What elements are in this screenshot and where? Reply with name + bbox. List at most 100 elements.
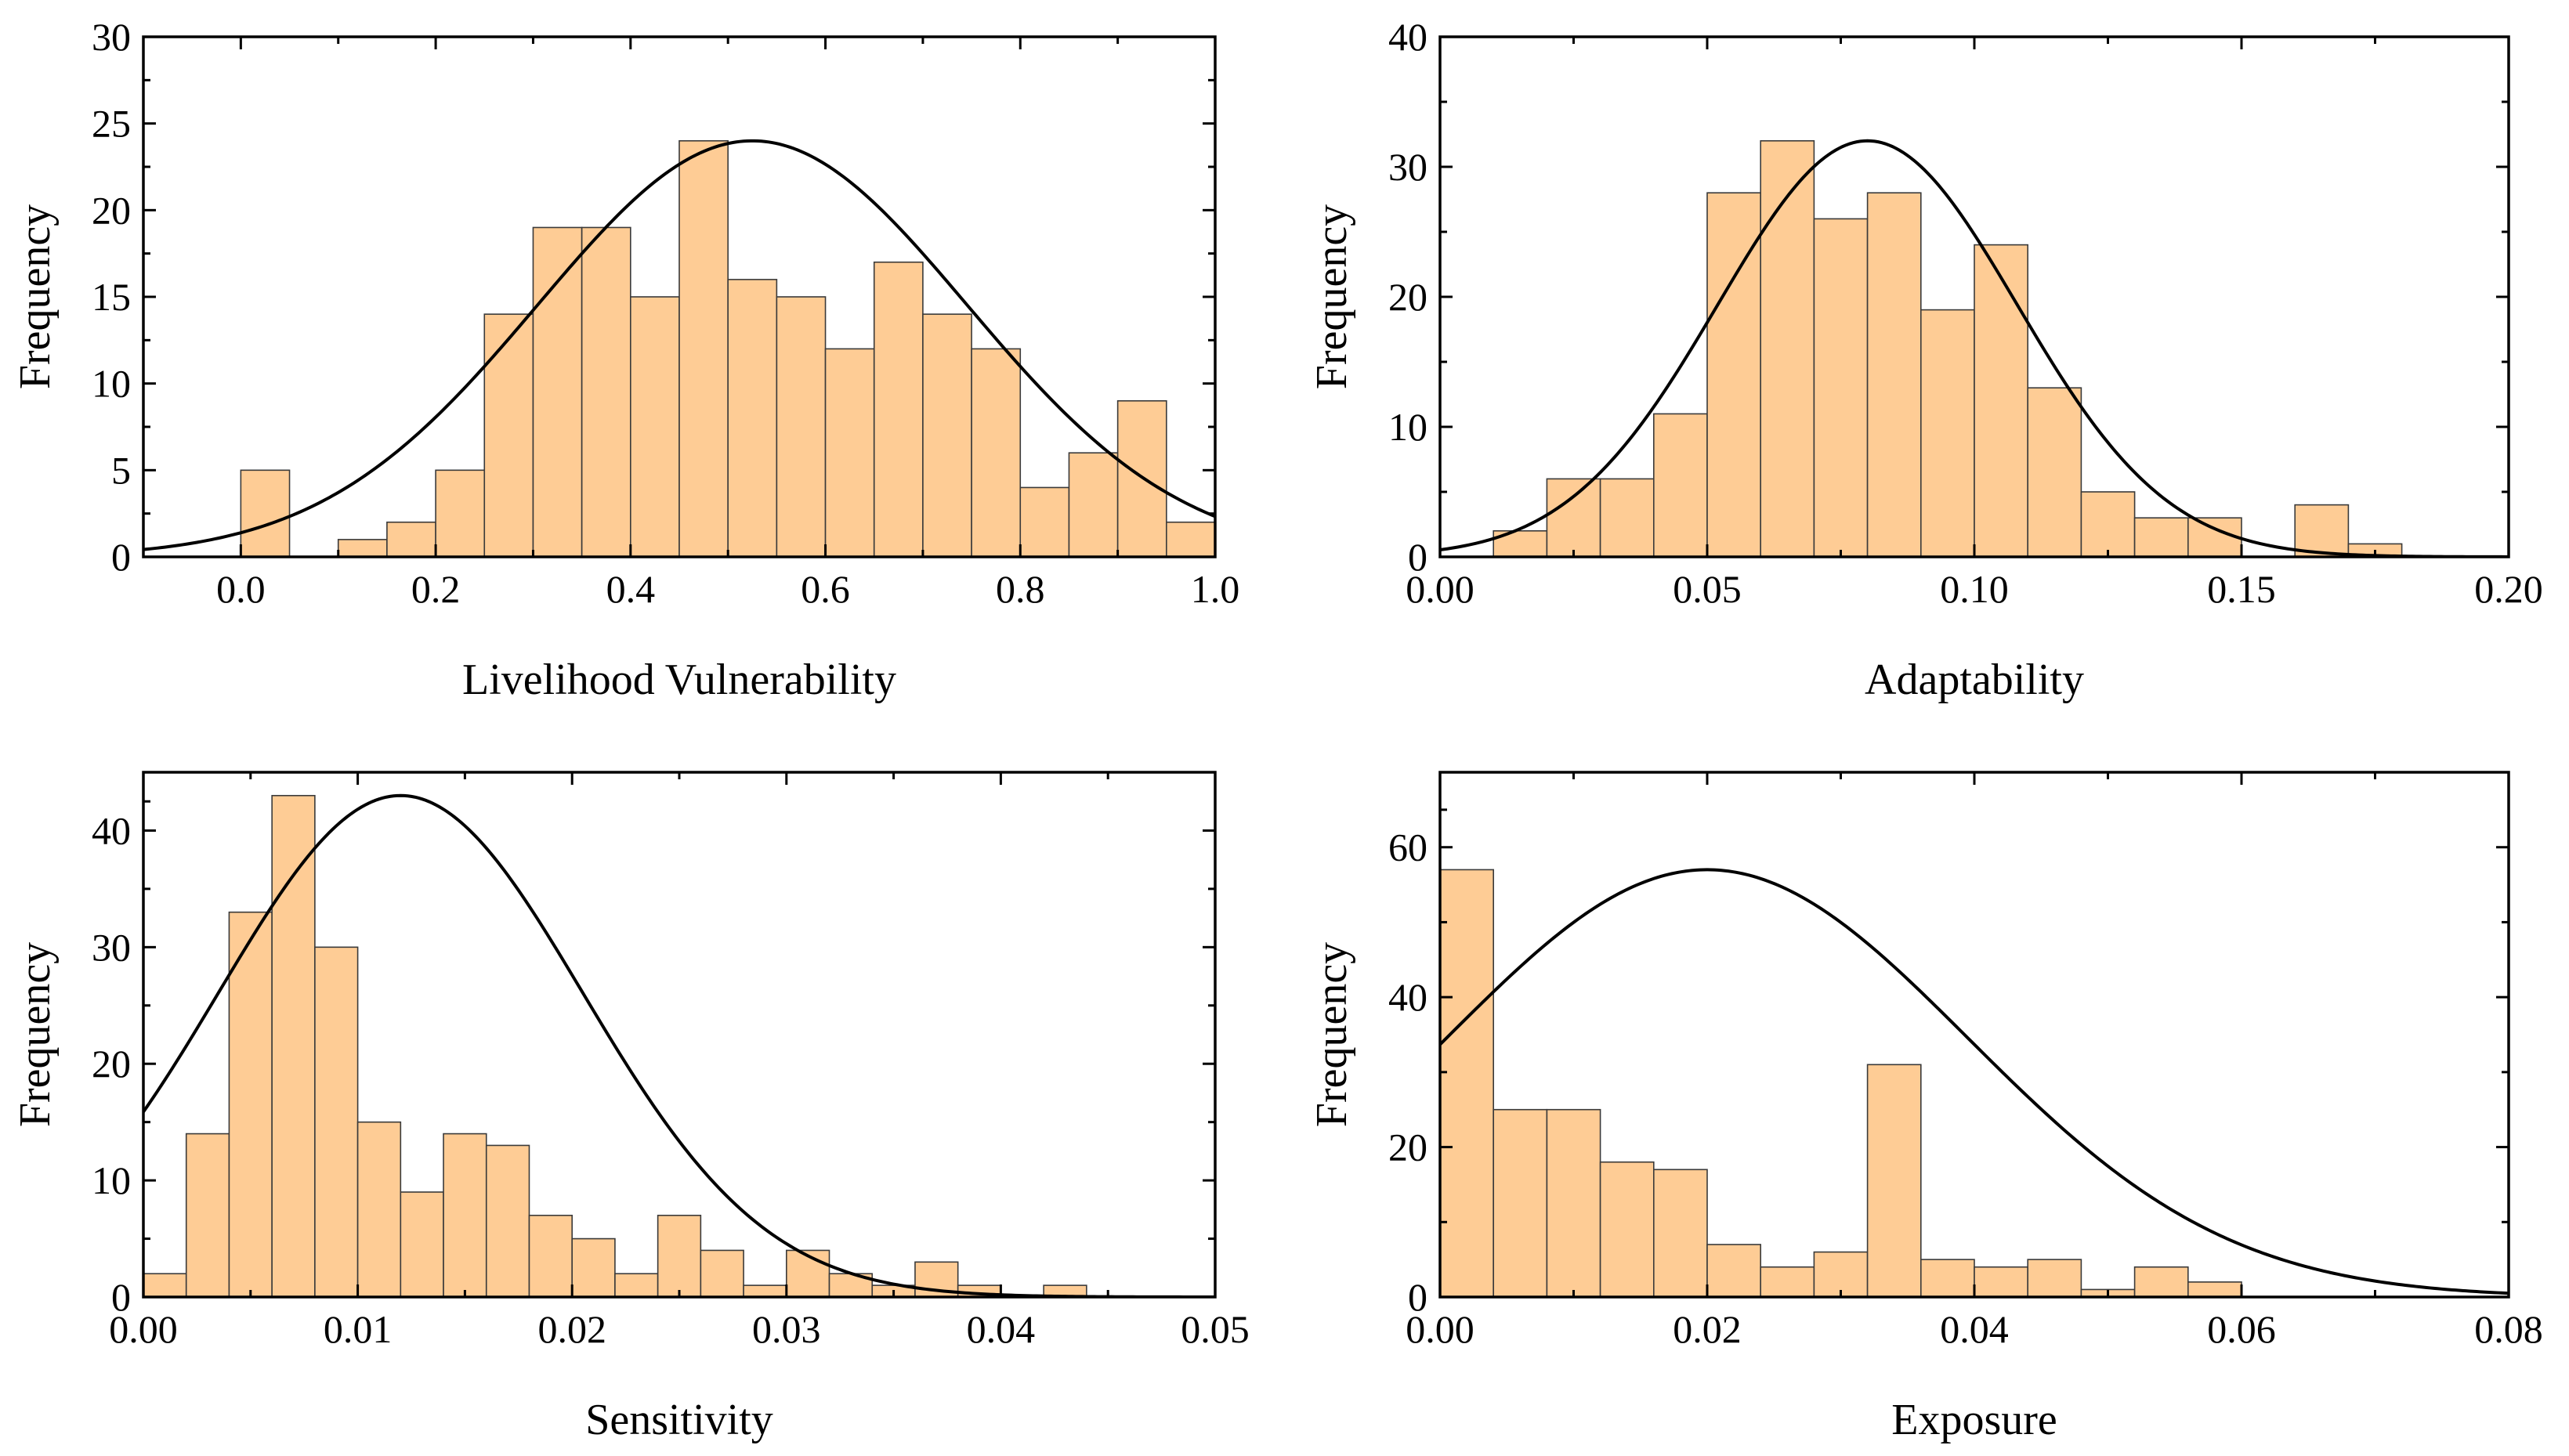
histogram-bar: [1493, 1108, 1548, 1298]
panel-exposure: 0.00 0.02 0.04 0.06 0.08 0 20 40 60 Exposure Frequ…: [1308, 771, 2543, 1444]
x-tick-label: 0.05: [1673, 567, 1742, 611]
histogram-bar: [630, 296, 680, 558]
histogram-bar: [614, 1273, 659, 1298]
y-tick-label: 30: [92, 15, 131, 59]
x-tick-label: 1.0: [1191, 567, 1240, 611]
y-tick-label: 40: [92, 808, 131, 852]
x-axis-title: Livelihood Vulnerability: [462, 656, 896, 704]
y-tick-label: 60: [1388, 826, 1427, 869]
y-tick-label: 20: [1388, 1125, 1427, 1169]
x-tick-label: 0.02: [1673, 1307, 1742, 1351]
x-tick-label: 0.08: [2474, 1307, 2543, 1351]
normal-fit-curve: [143, 139, 1215, 551]
histogram-bar: [1974, 244, 2028, 558]
x-tick-label: 0.6: [801, 567, 850, 611]
histogram-bar: [185, 1133, 230, 1298]
histogram-bar: [337, 539, 388, 558]
histogram-bar: [1813, 1251, 1869, 1298]
histogram-bar: [1760, 140, 1815, 558]
histogram-bar: [1760, 1266, 1815, 1298]
histogram-bar: [386, 521, 436, 558]
histogram-bar: [922, 313, 972, 558]
x-tick-label: 0.00: [1406, 1307, 1474, 1351]
histogram-bar: [532, 226, 583, 558]
histogram-bar: [443, 1133, 487, 1298]
histogram-bar: [700, 1249, 744, 1298]
histogram-bar: [2080, 491, 2136, 558]
histogram-bar: [356, 1121, 402, 1298]
histogram-bar: [400, 1191, 444, 1298]
y-tick-label: 10: [92, 1158, 131, 1202]
x-tick-label: 0.00: [109, 1307, 178, 1351]
histogram-bar: [824, 348, 875, 558]
y-tick-label: 40: [1388, 15, 1427, 59]
histogram-bar: [1546, 478, 1601, 558]
histogram-bar: [228, 911, 273, 1298]
x-axis-title: Exposure: [1891, 1396, 2057, 1444]
histogram-bar: [873, 261, 924, 558]
y-tick-label: 20: [1388, 275, 1427, 319]
panel-sensitivity: 0.00 0.01 0.02 0.03 0.04 0.05 0 10 20 30 40 Sensiti…: [11, 771, 1250, 1444]
histogram-bar: [2133, 517, 2189, 558]
histogram-bar: [727, 279, 778, 558]
histogram-bar: [1653, 1169, 1708, 1298]
y-tick-label: 0: [111, 1275, 131, 1319]
histogram-bar: [1866, 192, 1922, 558]
histogram-bar: [1439, 869, 1494, 1298]
histogram-bar: [271, 794, 316, 1298]
x-tick-label: 0.2: [411, 567, 461, 611]
histogram-bar: [1706, 1244, 1761, 1298]
histogram-bar: [435, 469, 486, 558]
histogram-bar: [971, 348, 1022, 558]
y-tick-label: 20: [92, 188, 131, 232]
histogram-bar: [1974, 1266, 2028, 1298]
histogram-bar: [1920, 309, 1975, 558]
x-tick-label: 0.10: [1940, 567, 2009, 611]
histogram-bar: [657, 1214, 702, 1298]
y-tick-label: 15: [92, 275, 131, 319]
histogram-bar: [571, 1237, 616, 1298]
y-tick-label: 10: [1388, 405, 1427, 449]
x-tick-label: 0.04: [1940, 1307, 2009, 1351]
y-tick-label: 5: [111, 448, 131, 492]
histogram-bar: [2027, 1259, 2082, 1298]
histogram-bar: [314, 946, 359, 1298]
y-axis-title: Frequency: [11, 942, 60, 1127]
y-tick-label: 40: [1388, 975, 1427, 1019]
histogram-bar: [528, 1214, 573, 1298]
histogram-bar: [1599, 478, 1655, 558]
histogram-bar: [785, 1249, 830, 1298]
histogram-bar: [485, 1144, 530, 1298]
histogram-bar: [1706, 192, 1761, 558]
x-axis-title: Adaptability: [1865, 656, 2084, 704]
panel-adaptability: 0.00 0.05 0.10 0.15 0.20 0 10 20 30 40 Adaptabilit…: [1308, 15, 2543, 704]
histogram-bar: [143, 1273, 187, 1298]
histogram-bar: [2187, 517, 2242, 558]
x-tick-label: 0.02: [537, 1307, 606, 1351]
histogram-bar: [1813, 218, 1869, 558]
y-tick-label: 25: [92, 102, 131, 146]
histogram-bar: [776, 296, 827, 558]
histogram-bar: [2133, 1266, 2189, 1298]
histogram-bar: [1920, 1259, 1975, 1298]
x-tick-label: 0.03: [752, 1307, 821, 1351]
histogram-bar: [2294, 504, 2350, 558]
x-tick-label: 0.00: [1406, 567, 1474, 611]
histogram-bar: [581, 226, 631, 558]
x-tick-label: 0.04: [967, 1307, 1036, 1351]
x-tick-label: 0.4: [606, 567, 656, 611]
x-tick-label: 0.06: [2207, 1307, 2276, 1351]
x-tick-label: 0.01: [324, 1307, 393, 1351]
y-axis-title: Frequency: [11, 204, 60, 389]
histogram-bar: [483, 313, 534, 558]
histogram-bar: [1653, 413, 1708, 558]
y-axis-title: Frequency: [1308, 942, 1356, 1127]
y-tick-label: 30: [92, 925, 131, 969]
x-axis-title: Sensitivity: [585, 1396, 773, 1444]
y-tick-label: 30: [1388, 145, 1427, 189]
histogram-bar: [1546, 1108, 1601, 1298]
x-tick-label: 0.15: [2207, 567, 2276, 611]
histogram-bar: [2027, 387, 2082, 558]
histogram-bar: [678, 140, 729, 558]
